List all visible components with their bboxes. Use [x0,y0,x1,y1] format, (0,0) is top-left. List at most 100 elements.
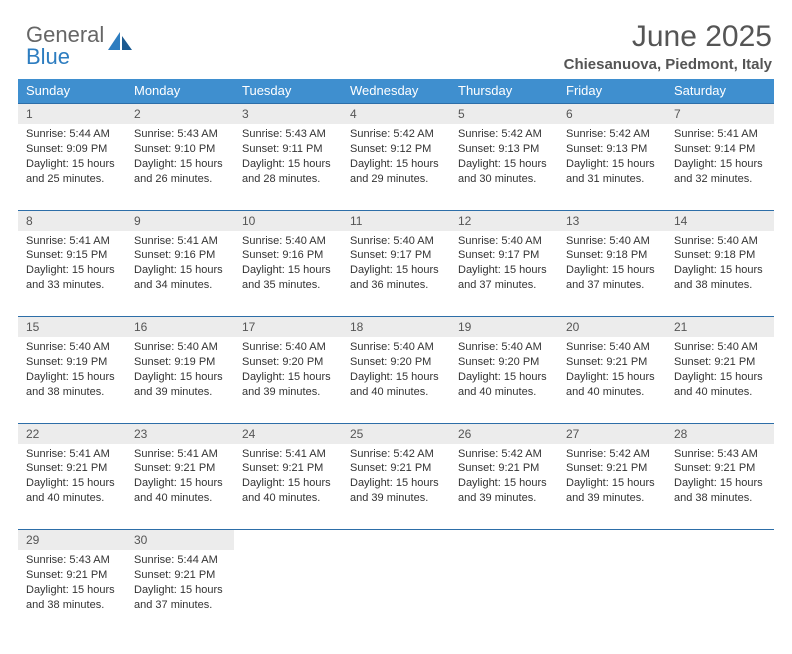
daylight-line: Daylight: 15 hours and 38 minutes. [26,370,120,400]
sunset-line: Sunset: 9:21 PM [674,355,768,370]
day-cell: Sunrise: 5:43 AMSunset: 9:10 PMDaylight:… [126,124,234,192]
daylight-line: Daylight: 15 hours and 37 minutes. [458,263,552,293]
day-number: 10 [234,211,342,231]
day-number: 9 [126,211,234,231]
sunrise-line: Sunrise: 5:44 AM [134,553,228,568]
daylight-line: Daylight: 15 hours and 40 minutes. [566,370,660,400]
daylight-line: Daylight: 15 hours and 36 minutes. [350,263,444,293]
day-cell: Sunrise: 5:40 AMSunset: 9:20 PMDaylight:… [450,337,558,405]
sunset-line: Sunset: 9:09 PM [26,142,120,157]
day-number: 5 [450,104,558,124]
day-number: 24 [234,424,342,444]
daylight-line: Daylight: 15 hours and 30 minutes. [458,157,552,187]
daylight-line: Daylight: 15 hours and 39 minutes. [566,476,660,506]
day-number: 25 [342,424,450,444]
empty-cell [666,550,774,636]
sunset-line: Sunset: 9:20 PM [350,355,444,370]
daylight-line: Daylight: 15 hours and 34 minutes. [134,263,228,293]
col-monday: Monday [126,79,234,104]
logo-word-2: Blue [26,44,70,69]
sunrise-line: Sunrise: 5:40 AM [674,340,768,355]
daylight-line: Daylight: 15 hours and 25 minutes. [26,157,120,187]
week-daynum-row: 891011121314 [18,210,774,231]
sunrise-line: Sunrise: 5:41 AM [134,234,228,249]
sunrise-line: Sunrise: 5:40 AM [566,234,660,249]
day-number: 8 [18,211,126,231]
sunset-line: Sunset: 9:18 PM [566,248,660,263]
sunrise-line: Sunrise: 5:40 AM [26,340,120,355]
sunrise-line: Sunrise: 5:40 AM [458,234,552,249]
day-number: 19 [450,317,558,337]
sunrise-line: Sunrise: 5:41 AM [242,447,336,462]
week-daynum-row: 22232425262728 [18,423,774,444]
day-cell: Sunrise: 5:40 AMSunset: 9:16 PMDaylight:… [234,231,342,299]
day-cell: Sunrise: 5:42 AMSunset: 9:21 PMDaylight:… [450,444,558,512]
day-number: 18 [342,317,450,337]
day-number: 20 [558,317,666,337]
day-number: 22 [18,424,126,444]
day-number: 23 [126,424,234,444]
daylight-line: Daylight: 15 hours and 39 minutes. [458,476,552,506]
daylight-line: Daylight: 15 hours and 39 minutes. [242,370,336,400]
day-cell: Sunrise: 5:41 AMSunset: 9:14 PMDaylight:… [666,124,774,192]
sunset-line: Sunset: 9:20 PM [242,355,336,370]
col-saturday: Saturday [666,79,774,104]
sunset-line: Sunset: 9:20 PM [458,355,552,370]
sunrise-line: Sunrise: 5:44 AM [26,127,120,142]
day-cell: Sunrise: 5:42 AMSunset: 9:12 PMDaylight:… [342,124,450,192]
empty-daynum [558,530,666,550]
daylight-line: Daylight: 15 hours and 29 minutes. [350,157,444,187]
daylight-line: Daylight: 15 hours and 35 minutes. [242,263,336,293]
empty-daynum [342,530,450,550]
sunrise-line: Sunrise: 5:42 AM [458,127,552,142]
day-number: 21 [666,317,774,337]
sunset-line: Sunset: 9:21 PM [134,461,228,476]
day-cell: Sunrise: 5:41 AMSunset: 9:21 PMDaylight:… [126,444,234,512]
sunrise-line: Sunrise: 5:42 AM [350,127,444,142]
sunset-line: Sunset: 9:21 PM [566,355,660,370]
day-cell: Sunrise: 5:40 AMSunset: 9:20 PMDaylight:… [342,337,450,405]
col-sunday: Sunday [18,79,126,104]
sunrise-line: Sunrise: 5:40 AM [242,234,336,249]
sunset-line: Sunset: 9:16 PM [242,248,336,263]
week-content-row: Sunrise: 5:41 AMSunset: 9:15 PMDaylight:… [18,231,774,317]
daylight-line: Daylight: 15 hours and 40 minutes. [134,476,228,506]
week-daynum-row: 1234567 [18,104,774,125]
daylight-line: Daylight: 15 hours and 37 minutes. [134,583,228,613]
empty-daynum [666,530,774,550]
day-number: 12 [450,211,558,231]
sunset-line: Sunset: 9:13 PM [566,142,660,157]
sunrise-line: Sunrise: 5:41 AM [26,234,120,249]
day-cell: Sunrise: 5:42 AMSunset: 9:13 PMDaylight:… [450,124,558,192]
day-cell: Sunrise: 5:43 AMSunset: 9:21 PMDaylight:… [18,550,126,618]
day-cell: Sunrise: 5:40 AMSunset: 9:21 PMDaylight:… [558,337,666,405]
day-number: 3 [234,104,342,124]
sunrise-line: Sunrise: 5:42 AM [350,447,444,462]
empty-cell [342,550,450,636]
day-cell: Sunrise: 5:40 AMSunset: 9:18 PMDaylight:… [666,231,774,299]
day-number: 1 [18,104,126,124]
empty-daynum [234,530,342,550]
sunrise-line: Sunrise: 5:41 AM [674,127,768,142]
week-daynum-row: 15161718192021 [18,317,774,338]
day-cell: Sunrise: 5:41 AMSunset: 9:15 PMDaylight:… [18,231,126,299]
day-cell: Sunrise: 5:43 AMSunset: 9:11 PMDaylight:… [234,124,342,192]
weekday-header-row: Sunday Monday Tuesday Wednesday Thursday… [18,79,774,104]
daylight-line: Daylight: 15 hours and 37 minutes. [566,263,660,293]
sunset-line: Sunset: 9:21 PM [350,461,444,476]
day-number: 11 [342,211,450,231]
sunrise-line: Sunrise: 5:40 AM [566,340,660,355]
sunrise-line: Sunrise: 5:42 AM [458,447,552,462]
sunset-line: Sunset: 9:14 PM [674,142,768,157]
sunset-line: Sunset: 9:21 PM [674,461,768,476]
daylight-line: Daylight: 15 hours and 39 minutes. [350,476,444,506]
location-subtitle: Chiesanuova, Piedmont, Italy [564,56,772,73]
calendar-table: Sunday Monday Tuesday Wednesday Thursday… [18,79,774,636]
daylight-line: Daylight: 15 hours and 33 minutes. [26,263,120,293]
day-cell: Sunrise: 5:40 AMSunset: 9:19 PMDaylight:… [18,337,126,405]
daylight-line: Daylight: 15 hours and 40 minutes. [242,476,336,506]
daylight-line: Daylight: 15 hours and 38 minutes. [674,476,768,506]
sunset-line: Sunset: 9:21 PM [566,461,660,476]
sunset-line: Sunset: 9:21 PM [26,568,120,583]
day-cell: Sunrise: 5:40 AMSunset: 9:19 PMDaylight:… [126,337,234,405]
